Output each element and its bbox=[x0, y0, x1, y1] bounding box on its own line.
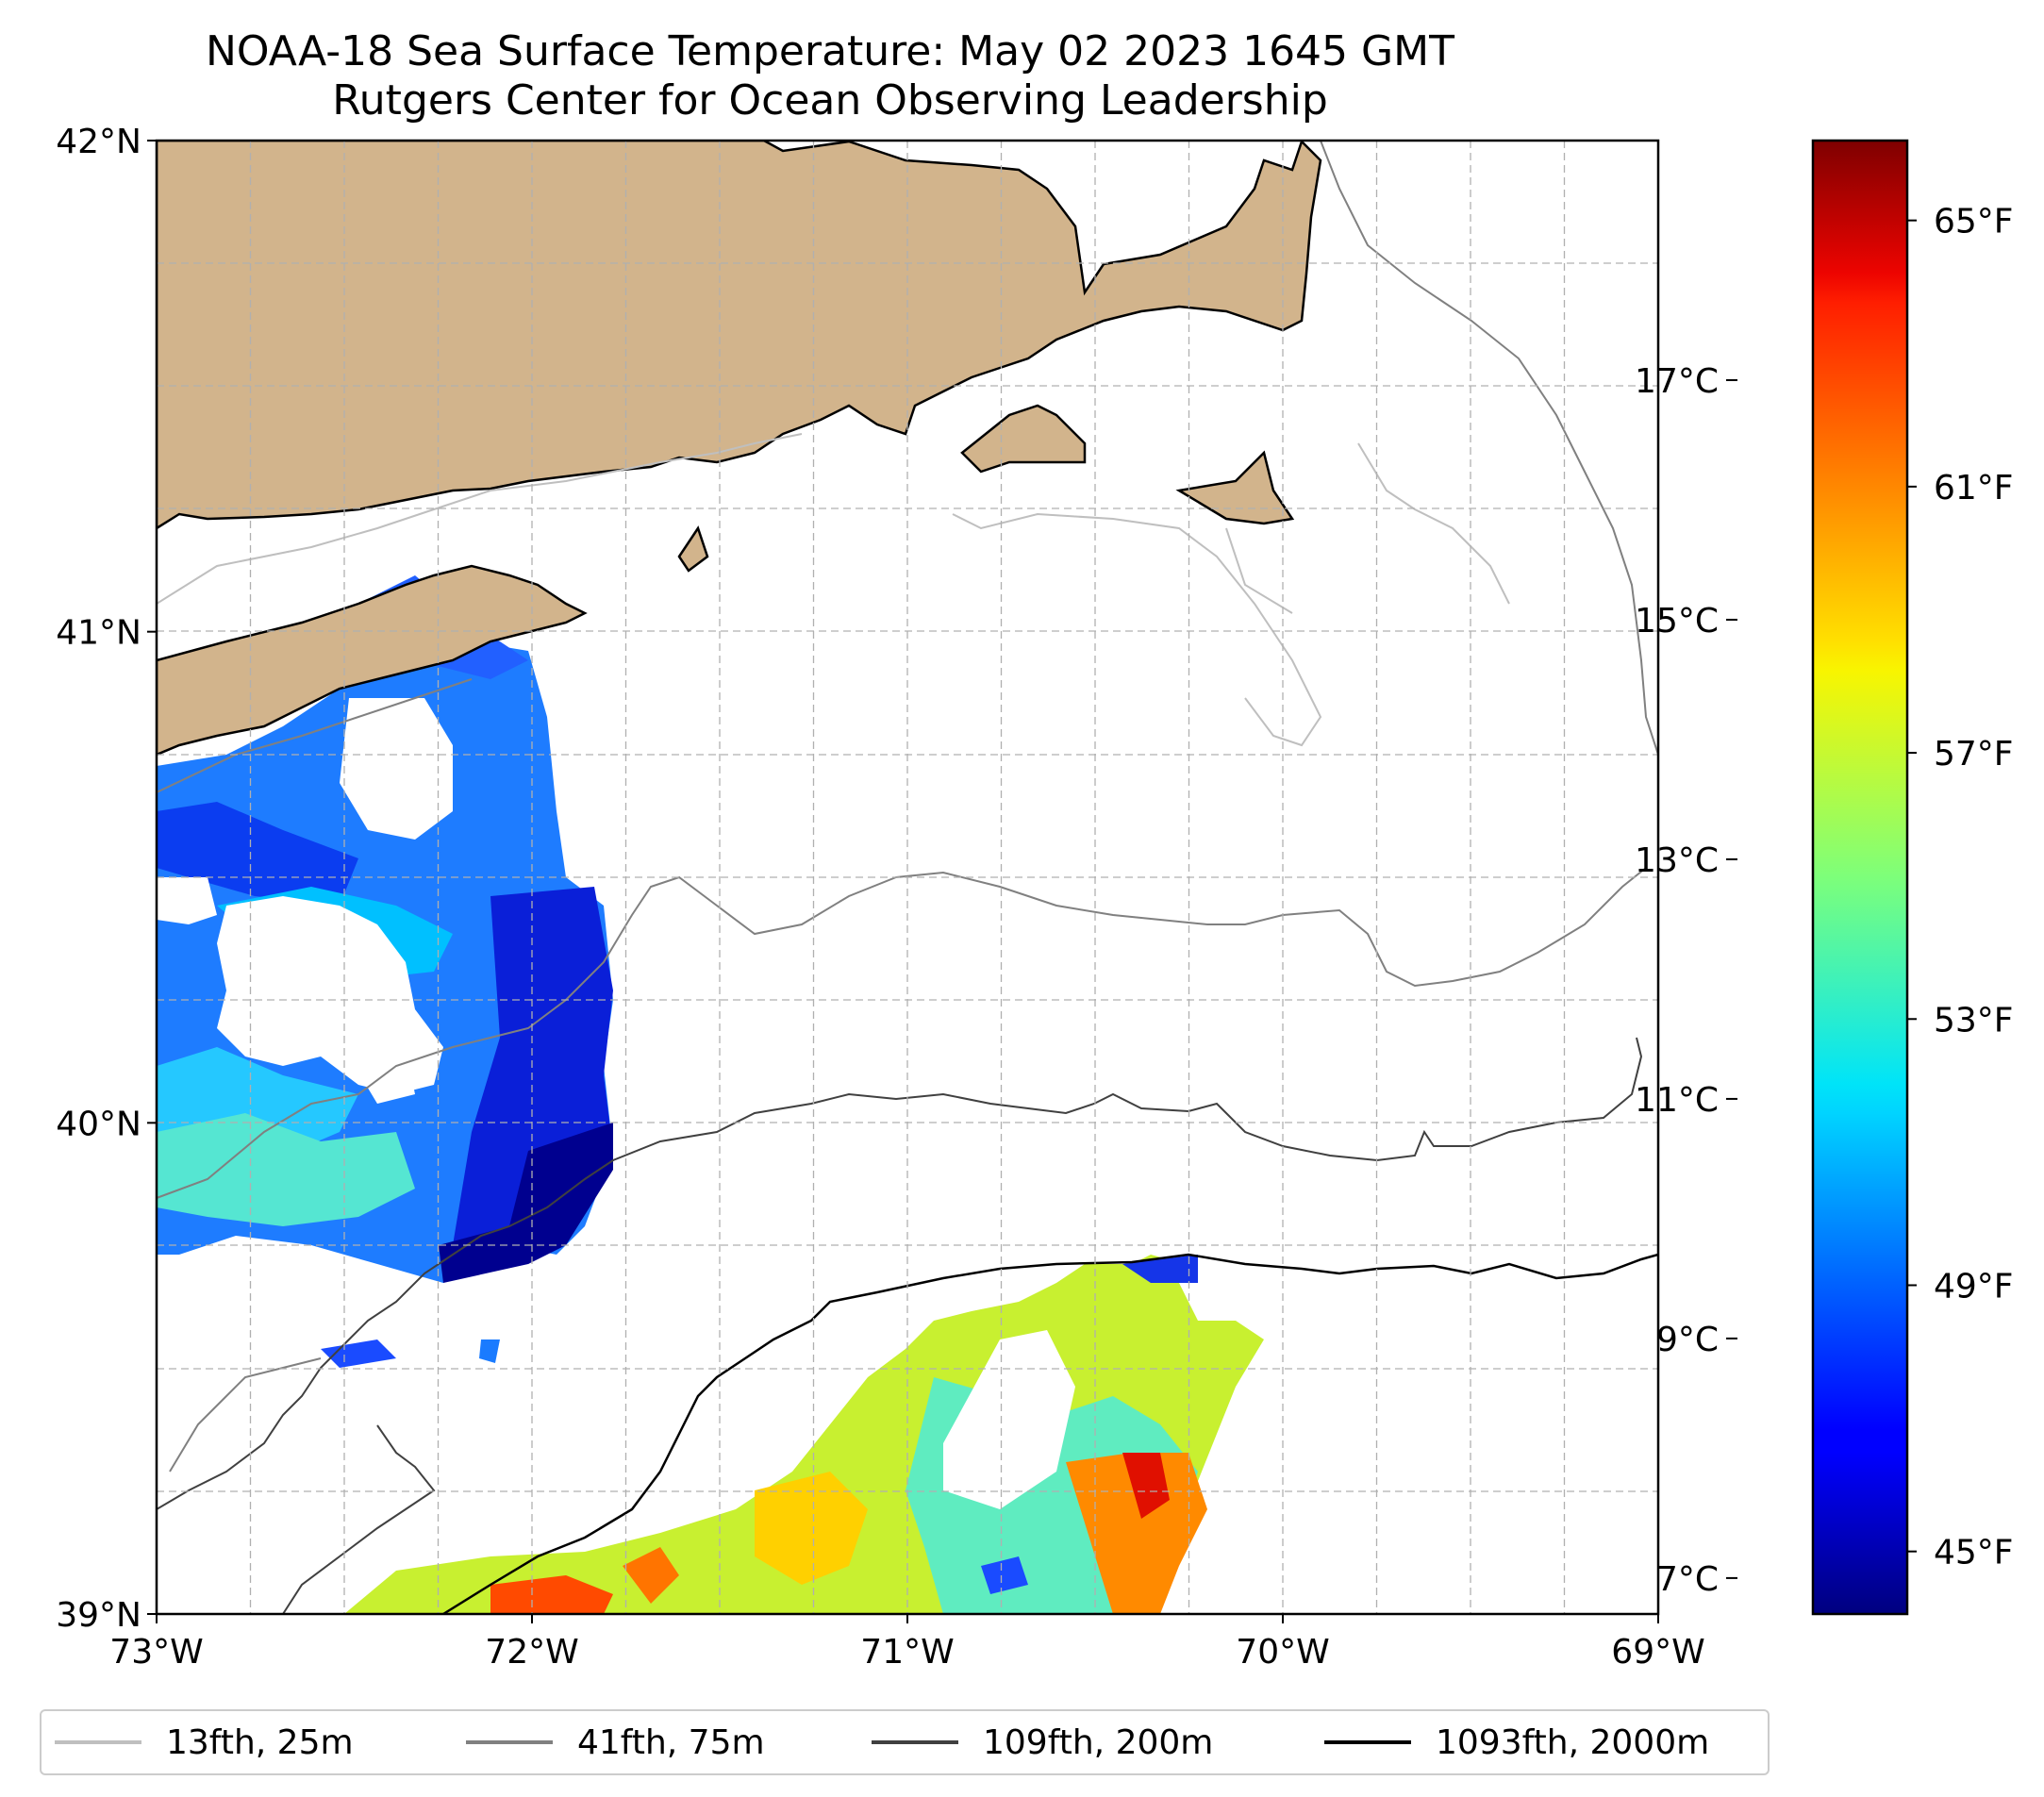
x-tick-label-0: 73°W bbox=[109, 1633, 203, 1672]
legend-line-swatch bbox=[872, 1740, 958, 1744]
celsius-tick-label-4: 15°C bbox=[1635, 602, 1719, 641]
celsius-tick-label-1: 9°C bbox=[1656, 1321, 1719, 1359]
x-tick-label-2: 71°W bbox=[860, 1633, 954, 1672]
fahrenheit-tick-label-2: 53°F bbox=[1934, 1001, 2014, 1040]
legend-item-1: 41fth, 75m bbox=[466, 1711, 765, 1773]
fahrenheit-tick-label-1: 49°F bbox=[1934, 1267, 2014, 1306]
bathymetry-contours bbox=[157, 141, 1658, 1614]
legend-label: 13fth, 25m bbox=[166, 1722, 354, 1762]
y-tick-label-3: 39°N bbox=[56, 1596, 141, 1635]
colorbar-fahrenheit-ticks: 45°F 49°F 53°F 57°F 61°F 65°F bbox=[1907, 203, 2014, 1572]
celsius-tick-label-0: 7°C bbox=[1656, 1560, 1719, 1599]
legend-label: 41fth, 75m bbox=[577, 1722, 765, 1762]
x-tick-label-3: 70°W bbox=[1236, 1633, 1329, 1672]
y-axis: 42°N 41°N 40°N 39°N bbox=[56, 123, 157, 1635]
y-tick-label-2: 40°N bbox=[56, 1105, 141, 1143]
legend-line-swatch bbox=[1324, 1740, 1411, 1744]
celsius-tick-label-5: 17°C bbox=[1635, 362, 1719, 401]
sst-data-swaths bbox=[157, 575, 1264, 1614]
legend-label: 109fth, 200m bbox=[983, 1722, 1214, 1762]
gridlines bbox=[157, 141, 1658, 1614]
celsius-tick-label-2: 11°C bbox=[1635, 1081, 1719, 1120]
land-masses bbox=[157, 141, 1322, 757]
y-tick-label-1: 41°N bbox=[56, 614, 141, 653]
x-tick-label-1: 72°W bbox=[485, 1633, 578, 1672]
fahrenheit-tick-label-0: 45°F bbox=[1934, 1534, 2014, 1572]
y-tick-label-0: 42°N bbox=[56, 123, 141, 161]
celsius-tick-label-3: 13°C bbox=[1635, 841, 1719, 880]
chart-title-line1: NOAA-18 Sea Surface Temperature: May 02 … bbox=[206, 27, 1454, 75]
legend-item-0: 13fth, 25m bbox=[55, 1711, 354, 1773]
fahrenheit-tick-label-5: 65°F bbox=[1934, 203, 2014, 241]
x-axis: 73°W 72°W 71°W 70°W 69°W bbox=[109, 1614, 1705, 1672]
legend-label: 1093fth, 2000m bbox=[1436, 1722, 1710, 1762]
colorbar-celsius-ticks: 7°C 9°C 11°C 13°C 15°C 17°C bbox=[1635, 362, 1737, 1599]
chart-title-line2: Rutgers Center for Ocean Observing Leade… bbox=[332, 76, 1328, 125]
legend-item-3: 1093fth, 2000m bbox=[1324, 1711, 1709, 1773]
legend-line-swatch bbox=[55, 1740, 141, 1744]
fahrenheit-tick-label-3: 57°F bbox=[1934, 735, 2014, 774]
legend: 13fth, 25m 41fth, 75m 109fth, 200m 1093fth,… bbox=[40, 1709, 1770, 1775]
fahrenheit-tick-label-4: 61°F bbox=[1934, 469, 2014, 507]
legend-line-swatch bbox=[466, 1740, 553, 1744]
x-tick-label-4: 69°W bbox=[1611, 1633, 1704, 1672]
colorbar bbox=[1811, 139, 1909, 1616]
legend-item-2: 109fth, 200m bbox=[872, 1711, 1213, 1773]
